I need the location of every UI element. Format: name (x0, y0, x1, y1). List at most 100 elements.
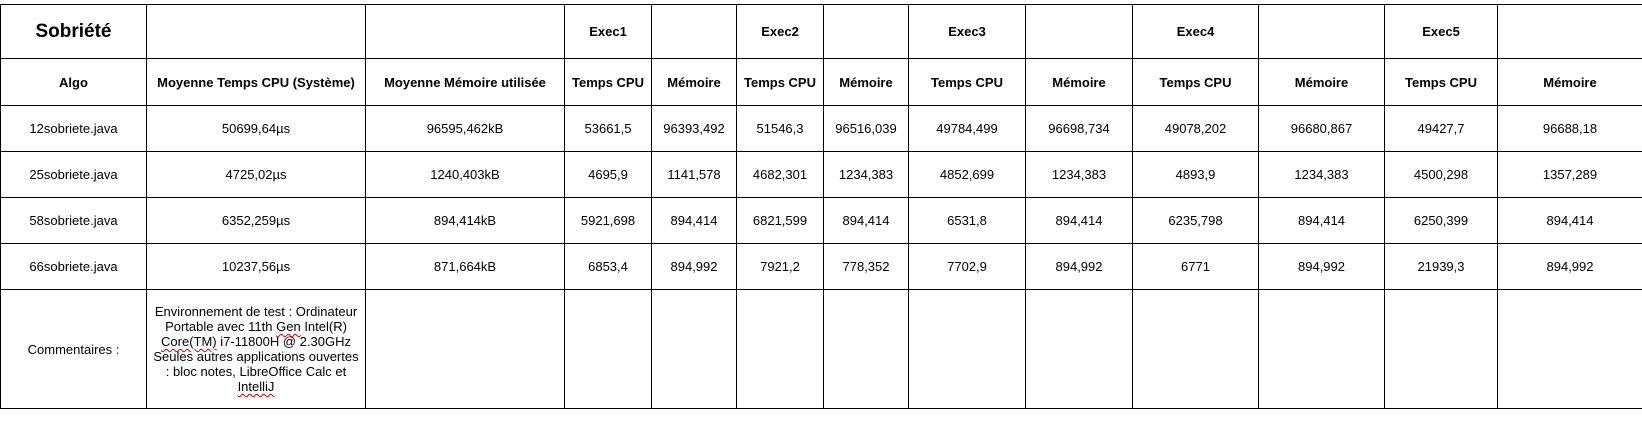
avg-cpu-cell: 6352,259µs (146, 197, 366, 244)
algo-cell: 12sobriete.java (0, 105, 147, 152)
comment-label: Commentaires : (0, 289, 147, 409)
cpu-cell: 6771 (1132, 243, 1259, 290)
exec4-label: Exec4 (1132, 4, 1259, 59)
mem-cell: 894,414 (1025, 197, 1133, 244)
header-avg-cpu: Moyenne Temps CPU (Système) (146, 58, 366, 106)
cpu-cell: 49427,7 (1384, 105, 1498, 152)
header-row: Algo Moyenne Temps CPU (Système) Moyenne… (0, 58, 1642, 106)
exec5-label: Exec5 (1384, 4, 1498, 59)
empty-cell (1025, 289, 1133, 409)
header-mem: Mémoire (1025, 58, 1133, 106)
cpu-cell: 6853,4 (564, 243, 652, 290)
cpu-cell: 21939,3 (1384, 243, 1498, 290)
header-avg-mem: Moyenne Mémoire utilisée (365, 58, 565, 106)
cpu-cell: 6250,399 (1384, 197, 1498, 244)
table-row: 12sobriete.java 50699,64µs 96595,462kB 5… (0, 105, 1642, 152)
mem-cell: 894,992 (1497, 243, 1642, 290)
header-mem: Mémoire (1497, 58, 1642, 106)
mem-cell: 1234,383 (823, 151, 909, 198)
empty-cell (1258, 289, 1385, 409)
cpu-cell: 6531,8 (908, 197, 1026, 244)
avg-mem-cell: 1240,403kB (365, 151, 565, 198)
avg-cpu-cell: 50699,64µs (146, 105, 366, 152)
cpu-cell: 53661,5 (564, 105, 652, 152)
cpu-cell: 6235,798 (1132, 197, 1259, 244)
algo-cell: 25sobriete.java (0, 151, 147, 198)
spellcheck-word: Gen (276, 319, 301, 334)
exec1-label: Exec1 (564, 4, 652, 59)
table-row: 66sobriete.java 10237,56µs 871,664kB 685… (0, 243, 1642, 290)
header-mem: Mémoire (651, 58, 737, 106)
empty-cell (365, 289, 565, 409)
table-row: 25sobriete.java 4725,02µs 1240,403kB 469… (0, 151, 1642, 198)
sobriety-table: Sobriété Exec1 Exec2 Exec3 Exec4 Exec5 A… (0, 4, 1642, 409)
mem-cell: 894,992 (651, 243, 737, 290)
empty-cell (908, 289, 1026, 409)
avg-cpu-cell: 4725,02µs (146, 151, 366, 198)
empty-cell (1132, 289, 1259, 409)
mem-cell: 96688,18 (1497, 105, 1642, 152)
header-cpu: Temps CPU (1384, 58, 1498, 106)
mem-cell: 894,414 (1497, 197, 1642, 244)
mem-cell: 894,414 (1258, 197, 1385, 244)
mem-cell: 96698,734 (1025, 105, 1133, 152)
avg-cpu-cell: 10237,56µs (146, 243, 366, 290)
empty-cell (1497, 289, 1642, 409)
mem-cell: 894,992 (1025, 243, 1133, 290)
cpu-cell: 4682,301 (736, 151, 824, 198)
comment-part: Intel(R) (300, 319, 347, 334)
spellcheck-word: Core(TM) (161, 334, 217, 349)
header-mem: Mémoire (823, 58, 909, 106)
mem-cell: 1234,383 (1025, 151, 1133, 198)
table-row: 58sobriete.java 6352,259µs 894,414kB 592… (0, 197, 1642, 244)
spellcheck-word: IntelliJ (237, 379, 275, 394)
cpu-cell: 4500,298 (1384, 151, 1498, 198)
exec3-label: Exec3 (908, 4, 1026, 59)
empty-cell (365, 4, 565, 59)
header-cpu: Temps CPU (908, 58, 1026, 106)
empty-cell (1384, 289, 1498, 409)
cpu-cell: 4893,9 (1132, 151, 1259, 198)
table-title: Sobriété (0, 4, 147, 59)
avg-mem-cell: 96595,462kB (365, 105, 565, 152)
cpu-cell: 4852,699 (908, 151, 1026, 198)
empty-cell (564, 289, 652, 409)
cpu-cell: 51546,3 (736, 105, 824, 152)
empty-cell (1497, 4, 1642, 59)
header-cpu: Temps CPU (564, 58, 652, 106)
cpu-cell: 49078,202 (1132, 105, 1259, 152)
header-mem: Mémoire (1258, 58, 1385, 106)
header-cpu: Temps CPU (1132, 58, 1259, 106)
cpu-cell: 7921,2 (736, 243, 824, 290)
algo-cell: 58sobriete.java (0, 197, 147, 244)
title-row: Sobriété Exec1 Exec2 Exec3 Exec4 Exec5 (0, 4, 1642, 59)
empty-cell (651, 289, 737, 409)
empty-cell (1025, 4, 1133, 59)
empty-cell (823, 4, 909, 59)
header-algo: Algo (0, 58, 147, 106)
mem-cell: 778,352 (823, 243, 909, 290)
mem-cell: 894,992 (1258, 243, 1385, 290)
cpu-cell: 6821,599 (736, 197, 824, 244)
avg-mem-cell: 894,414kB (365, 197, 565, 244)
mem-cell: 1357,289 (1497, 151, 1642, 198)
avg-mem-cell: 871,664kB (365, 243, 565, 290)
cpu-cell: 4695,9 (564, 151, 652, 198)
comment-part: i7-11800H @ 2.30GHz Seules autres applic… (153, 334, 359, 379)
empty-cell (1258, 4, 1385, 59)
mem-cell: 1234,383 (1258, 151, 1385, 198)
mem-cell: 894,414 (651, 197, 737, 244)
empty-cell (823, 289, 909, 409)
cpu-cell: 5921,698 (564, 197, 652, 244)
comment-text: Environnement de test : Ordinateur Porta… (146, 289, 366, 409)
algo-cell: 66sobriete.java (0, 243, 147, 290)
comment-part: Environnement de test : Ordinateur Porta… (154, 304, 358, 334)
empty-cell (146, 4, 366, 59)
mem-cell: 894,414 (823, 197, 909, 244)
cpu-cell: 49784,499 (908, 105, 1026, 152)
header-cpu: Temps CPU (736, 58, 824, 106)
mem-cell: 96680,867 (1258, 105, 1385, 152)
exec2-label: Exec2 (736, 4, 824, 59)
mem-cell: 96393,492 (651, 105, 737, 152)
cpu-cell: 7702,9 (908, 243, 1026, 290)
